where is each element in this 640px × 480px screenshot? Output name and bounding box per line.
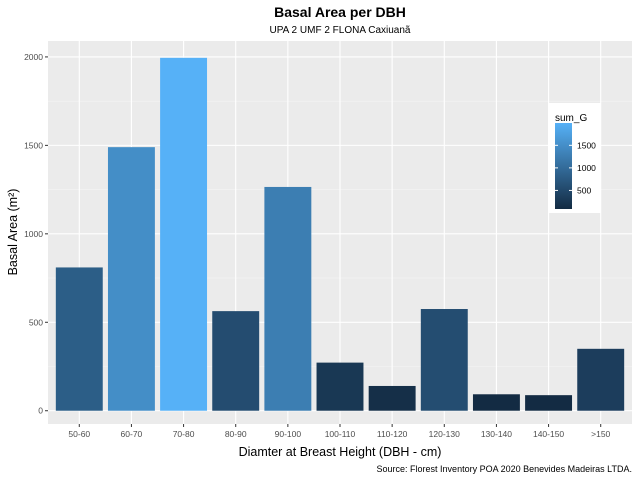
x-tick-label: 60-70 bbox=[121, 429, 143, 439]
bar bbox=[316, 362, 364, 411]
bar bbox=[160, 57, 208, 411]
x-tick-label: 90-100 bbox=[275, 429, 302, 439]
legend-ticks: 500 1000 1500 bbox=[555, 140, 596, 195]
x-tick-label: 130-140 bbox=[481, 429, 512, 439]
y-axis-ticks: 0 500 1000 1500 2000 bbox=[24, 52, 48, 416]
y-tick-label: 1000 bbox=[24, 229, 43, 239]
bar bbox=[577, 348, 625, 411]
x-tick-label: 80-90 bbox=[225, 429, 247, 439]
x-tick-label: 100-110 bbox=[325, 429, 356, 439]
bars bbox=[55, 57, 625, 411]
legend-tick-label: 1000 bbox=[577, 163, 596, 173]
bar bbox=[525, 395, 573, 411]
x-tick-label: 140-150 bbox=[533, 429, 564, 439]
x-tick-label: 120-130 bbox=[429, 429, 460, 439]
y-axis-title: Basal Area (m²) bbox=[6, 189, 20, 276]
chart-caption: Source: Florest Inventory POA 2020 Benev… bbox=[377, 464, 632, 474]
y-tick-label: 500 bbox=[29, 317, 43, 327]
legend-colorbar bbox=[555, 123, 572, 209]
x-tick-label: >150 bbox=[591, 429, 610, 439]
bar bbox=[107, 147, 155, 411]
x-axis-title: Diamter at Breast Height (DBH - cm) bbox=[239, 445, 442, 459]
y-tick-label: 1500 bbox=[24, 140, 43, 150]
bar bbox=[368, 385, 416, 411]
legend-title: sum_G bbox=[555, 113, 587, 124]
bar bbox=[55, 267, 103, 411]
y-tick-label: 2000 bbox=[24, 52, 43, 62]
bar bbox=[420, 309, 468, 411]
bar bbox=[264, 186, 312, 411]
bar bbox=[212, 311, 260, 411]
x-tick-label: 110-120 bbox=[377, 429, 408, 439]
chart-title: Basal Area per DBH bbox=[274, 4, 406, 20]
legend-tick-label: 500 bbox=[577, 185, 591, 195]
bar bbox=[472, 394, 520, 411]
chart-subtitle: UPA 2 UMF 2 FLONA Caxiuanã bbox=[270, 25, 411, 36]
legend-tick-label: 1500 bbox=[577, 140, 596, 150]
x-tick-label: 70-80 bbox=[173, 429, 195, 439]
x-tick-label: 50-60 bbox=[68, 429, 90, 439]
y-tick-label: 0 bbox=[38, 406, 43, 416]
x-axis-ticks: 50-60 60-70 70-80 80-90 90-100 100-110 110-120… bbox=[68, 424, 611, 439]
legend: sum_G 500 1000 1500 bbox=[548, 103, 601, 213]
